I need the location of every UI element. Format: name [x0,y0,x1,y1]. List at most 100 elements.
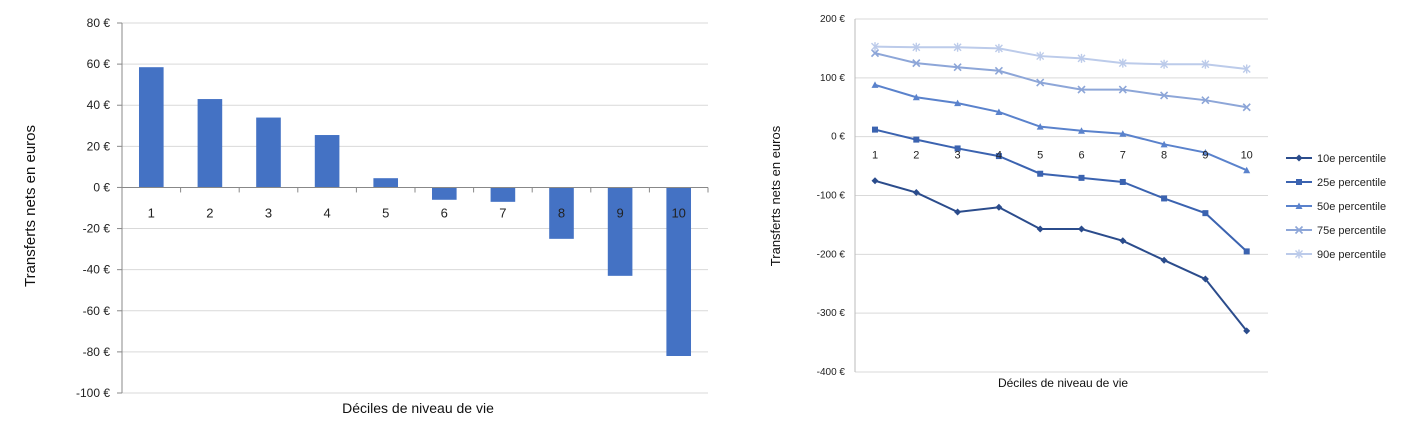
bar-chart-y-tick-label: 80 € [87,16,111,30]
line-chart-point [1077,53,1086,63]
line-chart-point [954,208,962,216]
line-chart-x-tick-label: 7 [1120,150,1126,162]
line-chart-point [1160,256,1168,264]
bar-chart-y-tick-label: 20 € [87,139,111,153]
bar-chart-bar [490,187,516,202]
line-chart-point [1036,123,1044,130]
line-chart-point [872,126,878,133]
bar-chart-bar [314,135,340,188]
bar-chart-x-tick-label: 9 [616,205,623,220]
bar-chart-x-tick-label: 1 [148,205,155,220]
line-chart-legend-item: 10e percentile [1286,153,1386,165]
line-chart-point [1036,51,1045,61]
bar-chart-y-axis-title: Transferts nets en euros [22,125,39,287]
line-chart-point [871,81,879,88]
bar-chart-x-tick-label: 10 [671,205,685,220]
line-chart-legend-item: 75e percentile [1286,225,1386,237]
line-chart-series-group [872,126,1250,255]
bar-chart-axes [117,22,709,394]
line-chart-point [1201,96,1210,105]
bar-chart-y-tick-label: -20 € [83,222,111,236]
line-chart-y-tick-label: -200 € [817,249,846,260]
line-chart-point [1119,130,1127,137]
bar-chart-y-tick-label: -40 € [83,263,111,277]
line-chart-legend: 10e percentile 25e percentile 50e percenti… [1286,153,1386,261]
bar-chart-x-tick-label: 8 [558,205,565,220]
line-chart-y-tick-label: 0 € [831,132,845,143]
line-chart-point [871,42,879,52]
line-chart-point [995,108,1003,115]
bar-chart-y-tick-label: 60 € [87,57,111,71]
bar-chart-y-tick-label: -80 € [83,345,111,359]
bar-chart-x-tick-labels: 1 2 3 4 5 6 7 8 9 10 [148,205,686,220]
line-chart-point [1201,275,1209,283]
bar-chart-bar [666,187,692,356]
line-chart-point [912,93,920,101]
line-chart-x-tick-label: 3 [955,150,961,162]
line-chart-point [1161,195,1168,202]
line-chart-series-line [874,45,1247,71]
bar-chart-bar [138,67,164,188]
line-chart-point [1119,237,1127,245]
line-chart-series [870,42,1251,335]
bar-chart-x-axis-title: Déciles de niveau de vie [342,400,494,416]
line-chart-legend-item: 90e percentile [1286,249,1386,261]
line-chart-x-tick-label: 5 [1037,150,1043,162]
line-chart-series-line [874,83,1248,172]
line-chart-point [1078,127,1085,134]
line-chart-x-tick-label: 10 [1241,150,1253,162]
line-chart-point [954,99,962,107]
line-chart-point [1243,327,1251,335]
line-chart-legend-label: 75e percentile [1317,225,1386,237]
line-chart-y-tick-labels: 200 € 100 € 0 € -100 € -200 € -300 € -400 € [817,14,846,378]
line-chart-point [1242,103,1251,112]
line-chart-legend-label: 25e percentile [1317,177,1386,189]
line-chart-x-tick-label: 2 [913,150,919,162]
line-chart-x-tick-label: 8 [1161,150,1167,162]
bar-chart: 80 € 60 € 40 € 20 € 0 € -20 € -40 € -60 € -80 € -… [22,16,709,416]
line-chart-y-tick-label: 200 € [820,14,845,25]
line-chart-point [1036,78,1045,87]
line-chart-point [1160,91,1169,100]
bar-chart-x-tick-label: 3 [265,205,272,220]
bar-chart-y-tick-label: 40 € [87,98,111,112]
line-chart-point [912,42,921,52]
line-chart-point [1078,174,1085,181]
line-chart-point [1295,154,1303,162]
line-chart-series-group [871,81,1251,174]
line-chart-legend-item: 25e percentile [1286,177,1386,189]
line-chart-point [1202,210,1209,217]
line-chart-point [953,63,962,72]
line-chart-series-group [870,49,1251,112]
bar-chart-y-tick-labels: 80 € 60 € 40 € 20 € 0 € -20 € -40 € -60 € -80 € -… [76,16,110,400]
line-chart-legend-label: 50e percentile [1317,201,1386,213]
bar-chart-x-tick-label: 7 [499,205,506,220]
line-chart-point [994,66,1003,75]
line-chart-x-tick-labels: 1 2 3 4 5 6 7 8 9 10 [872,150,1253,162]
line-chart-point [1296,179,1302,185]
line-chart-point [1119,178,1126,185]
line-chart-gridlines [854,18,1268,373]
line-chart-point [1036,225,1044,233]
line-chart-point [1160,59,1169,69]
line-chart-point [1242,64,1251,74]
line-chart-x-axis-title: Déciles de niveau de vie [998,376,1128,390]
line-chart-x-tick-label: 4 [996,150,1002,162]
line-chart-series-line [874,179,1248,332]
line-chart-point [870,49,880,58]
line-chart-y-axis-title: Transferts nets en euros [768,125,783,266]
bar-chart-bar [607,187,633,276]
bar-chart-y-tick-label: 0 € [93,180,110,194]
line-chart-point [1243,248,1250,255]
line-chart-series-line [874,128,1248,253]
line-chart-point [1118,85,1127,94]
line-chart-point [912,59,921,68]
bar-chart-x-tick-label: 5 [382,205,389,220]
bar-chart-x-tick-label: 2 [206,205,213,220]
bar-chart-bar [549,187,574,239]
line-chart-point [1118,58,1127,68]
bar-chart-bar [197,99,223,188]
line-chart-point [1295,249,1303,259]
line-chart-legend-label: 90e percentile [1317,249,1386,261]
